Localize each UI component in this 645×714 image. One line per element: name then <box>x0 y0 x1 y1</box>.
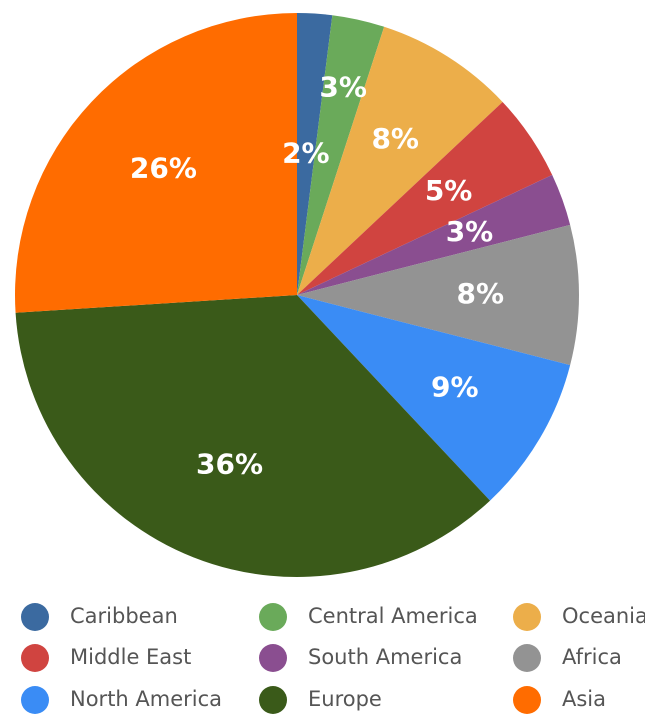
value-label: 3% <box>319 71 367 104</box>
legend-marker <box>21 644 49 672</box>
legend-marker <box>259 603 287 631</box>
legend-marker <box>259 644 287 672</box>
value-label: 9% <box>431 370 479 403</box>
pie-slice <box>297 295 571 501</box>
legend-marker <box>21 686 49 714</box>
legend-label: Africa <box>562 645 622 669</box>
legend-label: Caribbean <box>70 604 178 628</box>
legend-label: North America <box>70 687 222 711</box>
pie-slice <box>297 15 385 295</box>
legend-label: South America <box>308 645 462 669</box>
legend-label: Oceania <box>562 604 645 628</box>
value-label: 8% <box>371 122 419 155</box>
legend-label: Europe <box>308 687 382 711</box>
value-label: 26% <box>130 152 197 185</box>
pie-slice <box>14 13 297 313</box>
legend-label: Middle East <box>70 645 191 669</box>
pie-slice <box>297 174 571 295</box>
legend-label: Central America <box>308 604 478 628</box>
pie-slice <box>297 26 503 295</box>
legend-marker <box>21 603 49 631</box>
legend-marker <box>513 644 541 672</box>
pie-slice <box>297 224 579 366</box>
legend-marker <box>513 686 541 714</box>
pie-slice <box>297 101 553 295</box>
value-label: 3% <box>446 215 494 248</box>
value-label: 8% <box>457 277 505 310</box>
value-label: 5% <box>425 174 473 207</box>
value-label: 36% <box>196 447 263 480</box>
legend-marker <box>513 603 541 631</box>
legend-marker <box>259 686 287 714</box>
pie-slice <box>15 295 491 577</box>
value-label: 2% <box>282 136 330 169</box>
pie-slice <box>297 13 333 295</box>
legend-label: Asia <box>562 687 606 711</box>
